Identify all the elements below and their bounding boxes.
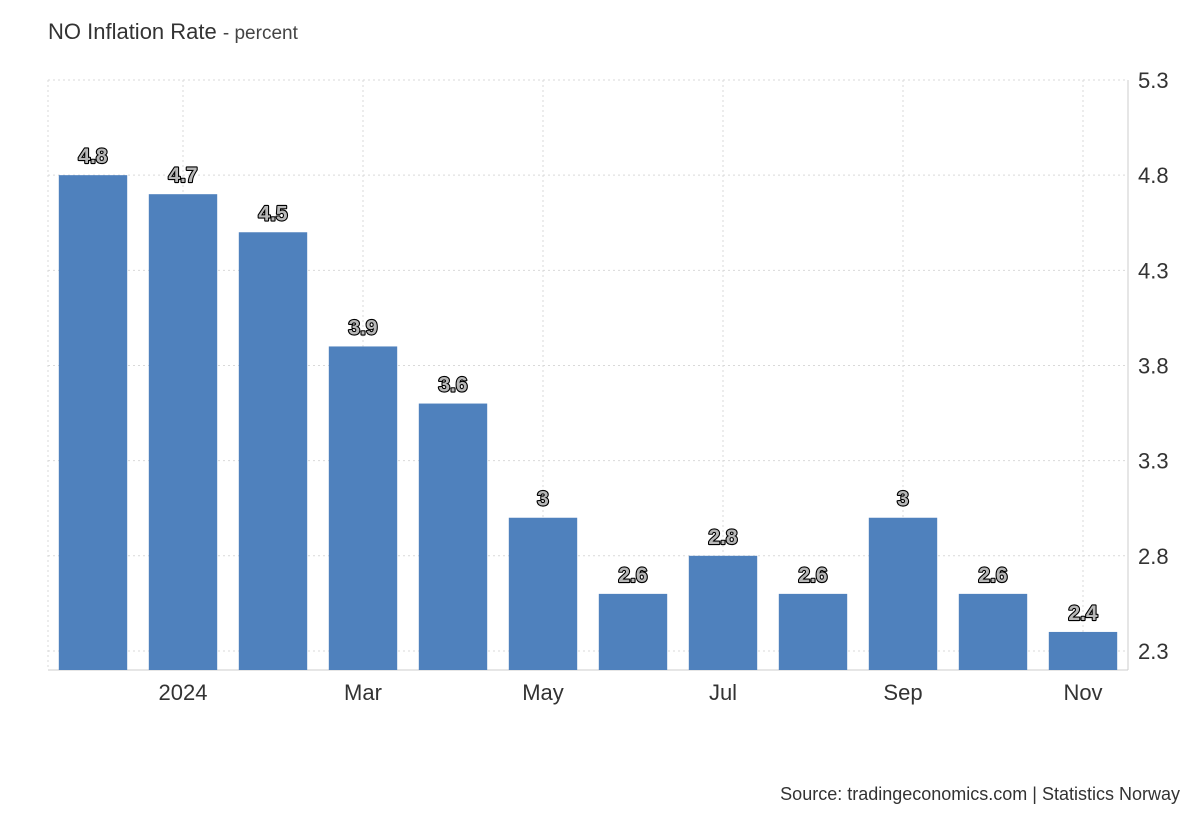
bar-jan <box>148 194 218 670</box>
bar-sep <box>868 517 938 670</box>
chart-title-text: NO Inflation Rate <box>48 19 217 44</box>
data-label: 3.6 <box>438 374 467 397</box>
bar-jul <box>688 555 758 670</box>
source-attribution: Source: tradingeconomics.com | Statistic… <box>780 784 1180 804</box>
bar-nov <box>1048 631 1118 670</box>
data-label: 2.4 <box>1068 602 1098 625</box>
x-tick-label: Nov <box>1063 680 1102 705</box>
chart-title: NO Inflation Rate - percent <box>48 19 298 45</box>
bar-dec <box>58 175 128 670</box>
data-label: 2.6 <box>798 564 827 587</box>
bar-oct <box>958 593 1028 670</box>
data-label: 2.6 <box>618 564 647 587</box>
x-tick-label: Sep <box>883 680 922 705</box>
data-label: 2.8 <box>708 526 738 549</box>
bar-aug <box>778 593 848 670</box>
x-tick-label: Mar <box>344 680 382 705</box>
y-tick-label: 2.3 <box>1138 639 1169 664</box>
data-label: 4.8 <box>78 145 108 168</box>
data-label: 4.7 <box>168 164 197 187</box>
data-label: 2.6 <box>978 564 1007 587</box>
data-label: 4.5 <box>258 202 288 225</box>
bar-apr <box>418 403 488 670</box>
y-tick-label: 2.8 <box>1138 544 1169 569</box>
x-tick-label: 2024 <box>159 680 208 705</box>
bar-feb <box>238 232 308 671</box>
bar-mar <box>328 346 398 670</box>
chart-subtitle: - percent <box>222 23 298 44</box>
bar-may <box>508 517 578 670</box>
data-label: 3 <box>897 488 909 511</box>
bar-jun <box>598 593 668 670</box>
y-tick-label: 4.3 <box>1138 258 1169 283</box>
x-tick-label: May <box>522 680 564 705</box>
y-tick-label: 4.8 <box>1138 163 1169 188</box>
data-label: 3 <box>537 488 549 511</box>
y-tick-label: 3.8 <box>1138 353 1169 378</box>
y-tick-label: 3.3 <box>1138 449 1169 474</box>
y-tick-label: 5.3 <box>1138 68 1169 93</box>
data-label: 3.9 <box>348 316 377 339</box>
x-tick-label: Jul <box>709 680 737 705</box>
